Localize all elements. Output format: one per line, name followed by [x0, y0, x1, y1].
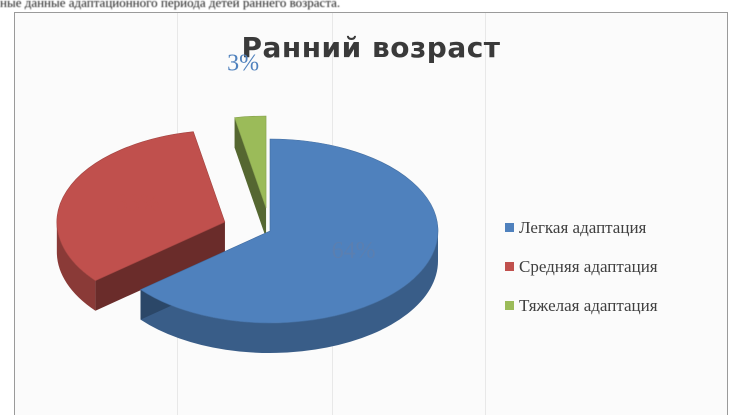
legend-swatch-medium: [505, 262, 514, 271]
slice-medium-wall: [56, 222, 96, 311]
slice-light-top: [139, 138, 439, 324]
slice-light-wall: [140, 231, 438, 353]
legend-swatch-severe: [505, 301, 514, 310]
legend-item-severe: Тяжелая адаптация: [505, 286, 658, 325]
chart-frame: Ранний возраст 64% 33% 3% Легкая адаптация…: [14, 12, 728, 415]
data-label-severe: 3%: [227, 51, 259, 77]
legend-swatch-light: [505, 223, 514, 232]
slice-medium-cut-0: [95, 222, 225, 311]
legend-item-light: Легкая адаптация: [505, 208, 658, 247]
legend-label-light: Легкая адаптация: [519, 217, 647, 237]
legend-item-medium: Средняя адаптация: [505, 247, 658, 286]
gridline: [485, 13, 486, 415]
chart-title: Ранний возраст: [241, 31, 501, 64]
slice-medium-top: [56, 131, 226, 282]
slice-severe-side: [234, 117, 267, 239]
legend-label-severe: Тяжелая адаптация: [519, 295, 658, 315]
pie-chart: 64% 33% 3%: [56, 51, 439, 353]
data-label-light: 64%: [332, 238, 376, 264]
data-label-medium: 33%: [116, 190, 160, 216]
legend-label-medium: Средняя адаптация: [519, 256, 658, 276]
slice-severe-cut-0: [234, 117, 267, 239]
chart-legend: Легкая адаптация Средняя адаптация Тяжел…: [505, 208, 658, 325]
caption-text: ные данные адаптационного периода детей …: [0, 0, 341, 10]
slice-severe-top: [234, 115, 267, 209]
